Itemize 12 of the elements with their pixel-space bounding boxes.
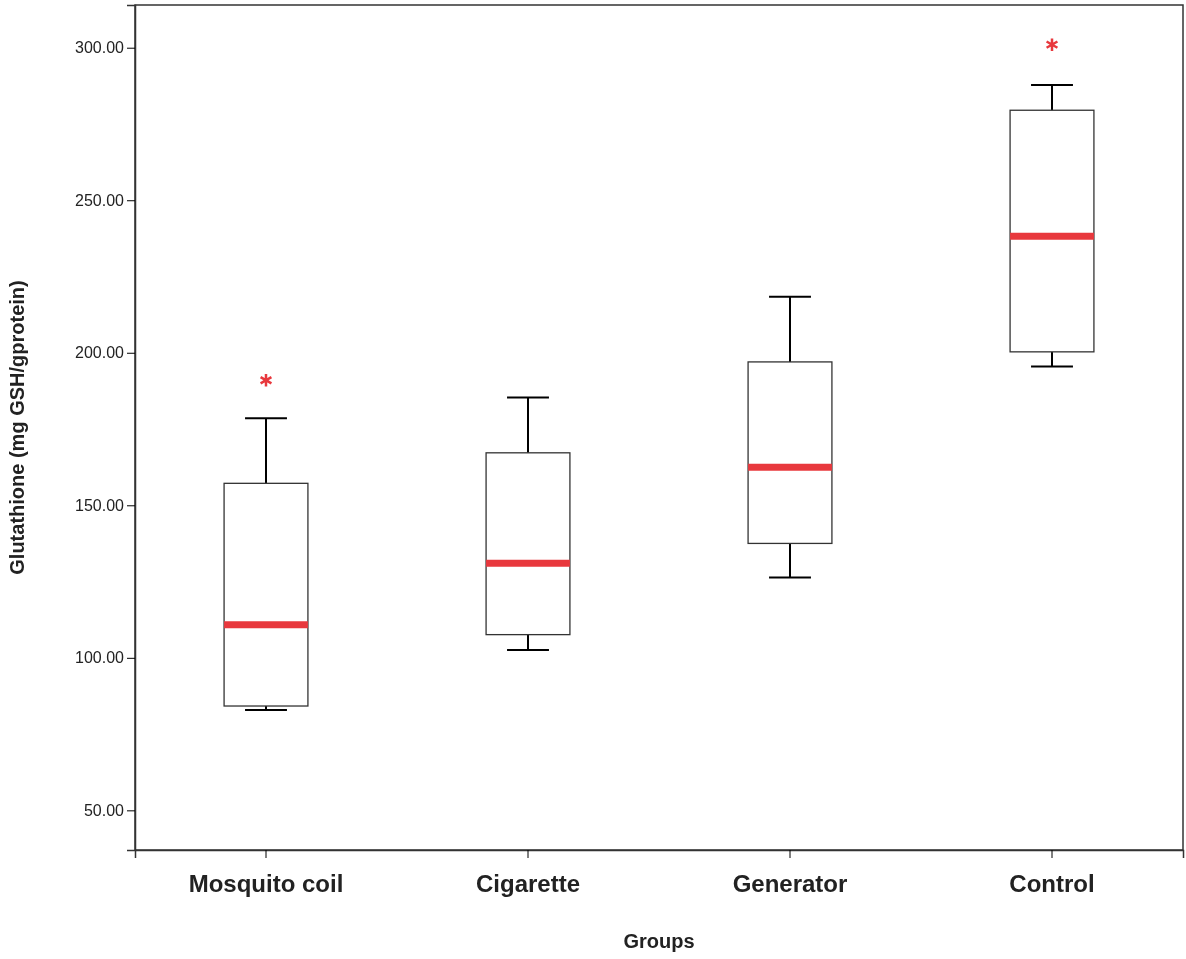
x-tick-label: Mosquito coil — [188, 870, 344, 898]
y-tick-label: 50.00 — [83, 801, 125, 819]
y-tick-label: 100.00 — [75, 649, 125, 667]
x-tick-label: Control — [1009, 870, 1095, 898]
x-tick-label: Cigarette — [475, 870, 581, 898]
y-tick-label: 250.00 — [75, 191, 125, 209]
y-tick-label: 200.00 — [75, 344, 125, 362]
y-tick-label: 300.00 — [75, 39, 125, 57]
x-tick-label: Generator — [732, 870, 848, 898]
y-tick-label: 150.00 — [75, 496, 125, 514]
x-axis-title: Groups — [623, 930, 695, 952]
y-axis-title: Glutathione (mg GSH/gprotein) — [6, 280, 28, 575]
